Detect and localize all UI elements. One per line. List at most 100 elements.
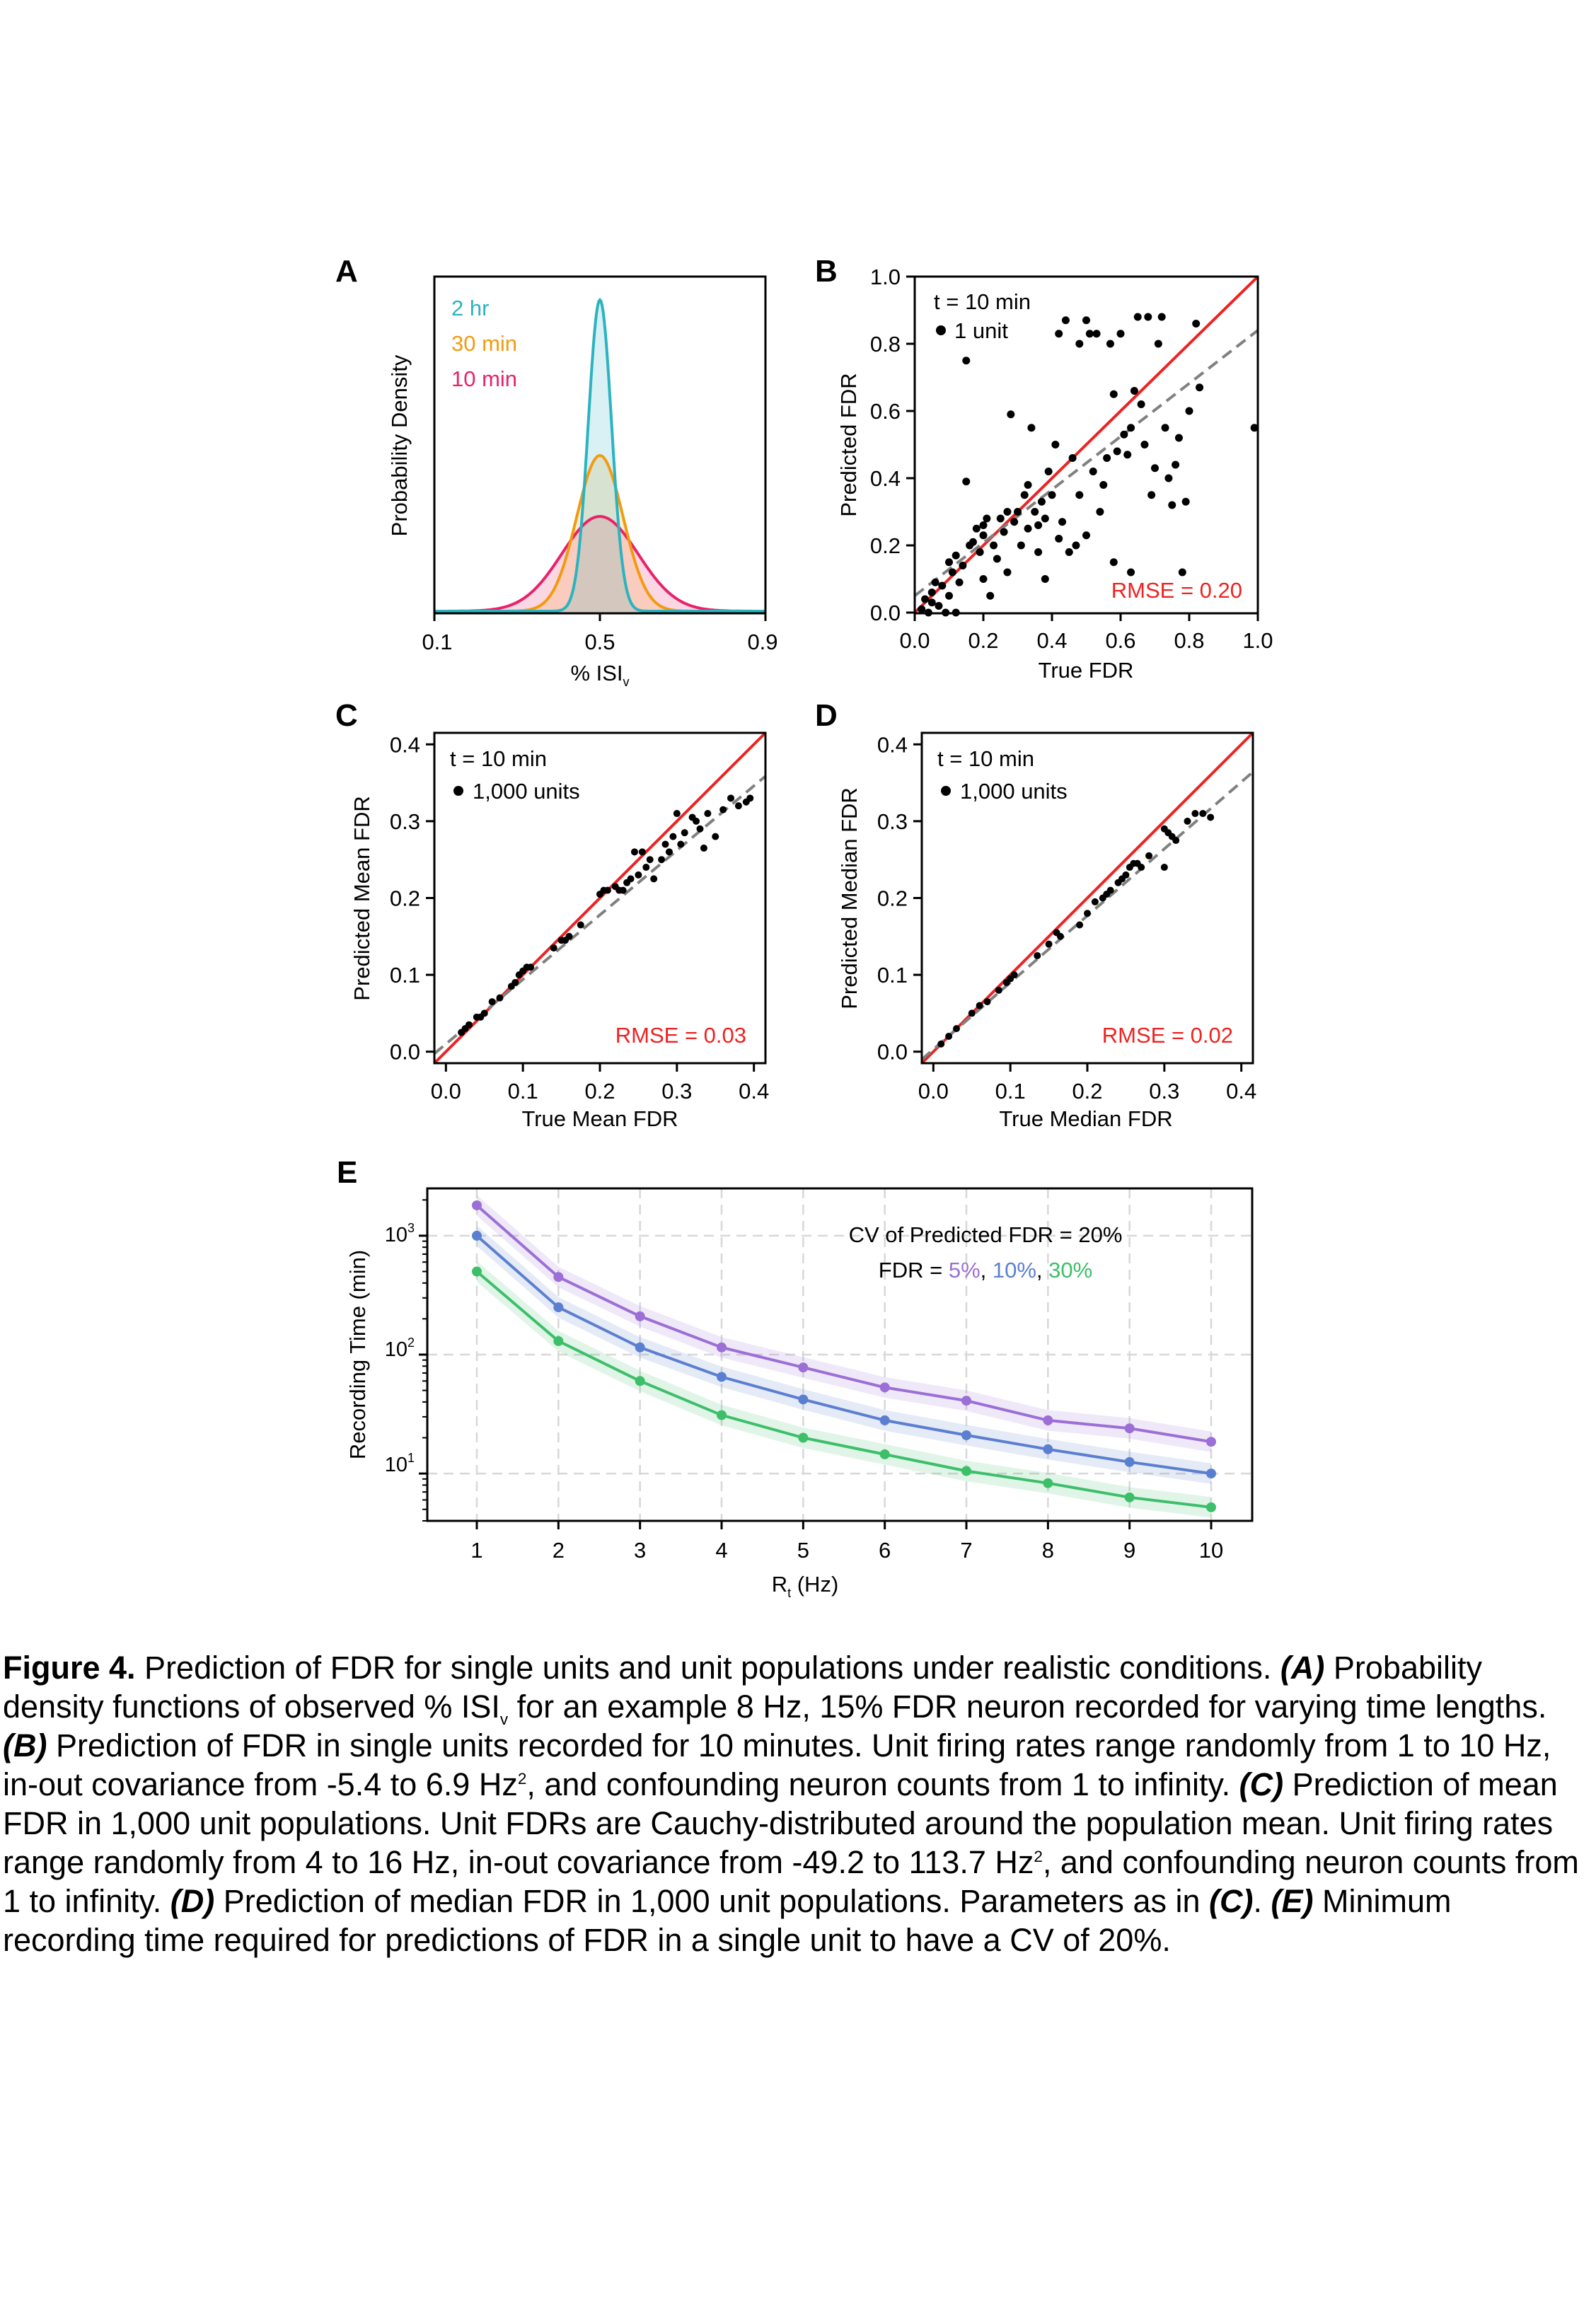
caption-text: Prediction of FDR in single units record… xyxy=(3,1727,1551,1802)
y-tick-label: 1.0 xyxy=(870,265,901,289)
y-tick-label: 0.0 xyxy=(870,601,901,625)
series-marker xyxy=(553,1272,564,1282)
data-point xyxy=(962,357,971,365)
data-point xyxy=(1051,441,1060,448)
panel-b-rmse: RMSE = 0.20 xyxy=(1111,578,1242,603)
panel-a-xtick: 0.5 xyxy=(584,630,615,654)
d-identity-line xyxy=(920,731,1254,1065)
data-point xyxy=(1082,316,1090,325)
panel-c: C 0.0 0.0 0.1 0.1 0.2 0.2 0.3 0.3 0.4 0.4 True Me… xyxy=(335,698,769,1131)
data-point xyxy=(1147,491,1156,499)
caption-ref-e: (E) xyxy=(1271,1883,1314,1919)
data-point xyxy=(1075,491,1084,499)
data-point xyxy=(972,524,981,533)
caption-text: , and confounding neuron counts from 1 t… xyxy=(526,1766,1239,1802)
data-point xyxy=(927,598,936,607)
series-line-30% xyxy=(475,1270,1212,1509)
x-tick-label: 0.1 xyxy=(508,1079,538,1104)
caption-ref-c-inline: (C) xyxy=(1209,1883,1254,1919)
x-tick-label: 2 xyxy=(553,1538,565,1563)
panel-c-y-axis-label: Predicted Mean FDR xyxy=(349,796,374,1000)
data-point xyxy=(1048,491,1056,499)
data-point xyxy=(1061,316,1070,325)
data-point xyxy=(712,833,719,840)
panel-c-x-axis-label: True Mean FDR xyxy=(521,1106,678,1131)
data-point xyxy=(565,932,573,940)
data-point xyxy=(681,829,688,837)
x-tick-label: 0.0 xyxy=(899,628,930,653)
data-point xyxy=(1191,810,1199,818)
data-point xyxy=(1034,521,1043,529)
data-point xyxy=(1041,575,1049,583)
data-point xyxy=(995,986,1002,994)
panel-e: E 1 2 3 4 5 6 7 8 9 10 101 102 103 Recording Time… xyxy=(337,1155,1254,1600)
data-point xyxy=(650,875,658,883)
caption-subscript: v xyxy=(499,1710,509,1728)
data-point xyxy=(677,840,685,848)
b-fit-line xyxy=(913,329,1259,597)
data-point xyxy=(1020,491,1029,499)
caption-text: Prediction of median FDR in 1,000 unit p… xyxy=(214,1883,1209,1919)
data-point xyxy=(496,994,504,1002)
y-tick-label: 0.6 xyxy=(870,399,901,424)
figure-4: A 0.1 0.5 0.9 % ISIv Probability Density… xyxy=(335,254,1273,1600)
data-point xyxy=(1065,548,1073,556)
data-point xyxy=(1106,340,1114,348)
data-point xyxy=(1168,501,1176,509)
data-point xyxy=(959,562,967,569)
data-point xyxy=(1014,508,1022,516)
series-marker xyxy=(961,1430,971,1440)
series-marker xyxy=(1124,1492,1135,1502)
data-point xyxy=(979,521,988,529)
data-point xyxy=(1024,524,1032,533)
data-point xyxy=(550,944,557,952)
data-point xyxy=(527,963,535,971)
series-marker xyxy=(879,1382,890,1393)
panel-d-y-axis-label: Predicted Median FDR xyxy=(837,787,862,1009)
data-point xyxy=(1099,481,1108,489)
panel-c-frame xyxy=(433,731,767,1065)
data-point xyxy=(511,978,519,986)
data-point xyxy=(1089,468,1097,475)
fdr-10-label: 10% xyxy=(993,1258,1036,1282)
caption-ref-a: (A) xyxy=(1280,1650,1325,1686)
panel-a-letter: A xyxy=(335,254,358,289)
y-tick-label: 0.3 xyxy=(877,809,908,834)
data-point xyxy=(1199,810,1207,818)
series-marker xyxy=(798,1432,809,1443)
caption-ref-d: (D) xyxy=(170,1883,215,1919)
data-point xyxy=(661,840,669,848)
data-point xyxy=(1174,434,1183,442)
panel-e-annotation-line1: CV of Predicted FDR = 20% xyxy=(849,1222,1123,1247)
data-point xyxy=(1113,447,1121,456)
series-marker xyxy=(553,1302,564,1313)
series-marker xyxy=(1043,1444,1053,1454)
data-point xyxy=(1160,864,1168,871)
x-tick-label: 0.1 xyxy=(995,1079,1026,1104)
data-point xyxy=(1157,313,1166,321)
legend-label-10min: 10 min xyxy=(451,366,517,391)
x-tick-label: 0.4 xyxy=(739,1079,769,1104)
data-point xyxy=(638,848,646,856)
panel-d: D 0.0 0.0 0.1 0.1 0.2 0.2 0.3 0.3 0.4 0.4 True Me… xyxy=(815,698,1256,1131)
data-point xyxy=(1109,390,1118,398)
caption-superscript: 2 xyxy=(1034,1848,1043,1865)
series-marker xyxy=(961,1466,971,1476)
data-point xyxy=(968,538,977,546)
x-tick-label: 0.0 xyxy=(431,1079,461,1104)
data-point xyxy=(1154,340,1162,348)
series-marker xyxy=(717,1410,727,1420)
data-point xyxy=(603,886,611,894)
y-tick-label: 0.0 xyxy=(390,1040,420,1065)
series-marker xyxy=(472,1200,482,1210)
data-point xyxy=(1172,837,1180,845)
panel-c-legend-marker xyxy=(453,786,463,796)
panel-e-y-ticks: 101 102 103 xyxy=(385,1221,415,1476)
data-point xyxy=(1045,940,1053,948)
y-tick-label: 0.4 xyxy=(877,732,908,757)
series-marker xyxy=(798,1394,809,1405)
data-point xyxy=(1068,454,1077,462)
x-tick-label: 1.0 xyxy=(1242,628,1273,653)
series-marker xyxy=(1043,1415,1053,1425)
x-tick-label: 0.0 xyxy=(918,1079,949,1104)
